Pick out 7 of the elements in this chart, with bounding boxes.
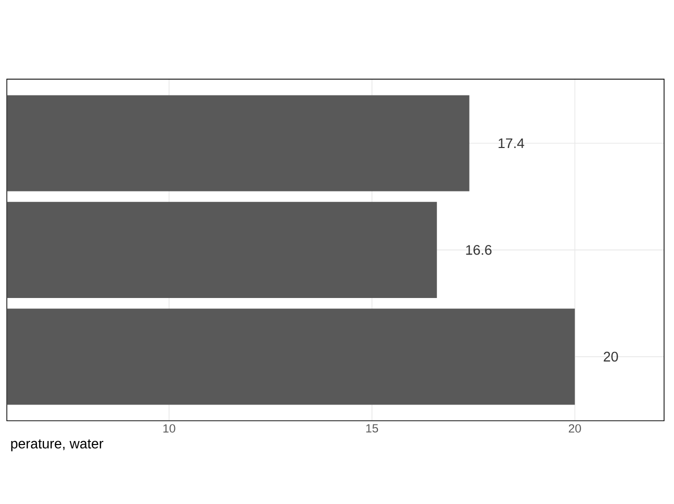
data-label: 20 — [604, 352, 618, 362]
x-tick-label: 10 — [163, 424, 176, 433]
x-tick-label: 15 — [366, 424, 378, 433]
data-label: 17.4 — [498, 138, 524, 148]
x-axis-title: perature, water — [11, 439, 104, 452]
x-tick-label: 20 — [568, 424, 581, 433]
data-label: 16.6 — [466, 245, 492, 255]
